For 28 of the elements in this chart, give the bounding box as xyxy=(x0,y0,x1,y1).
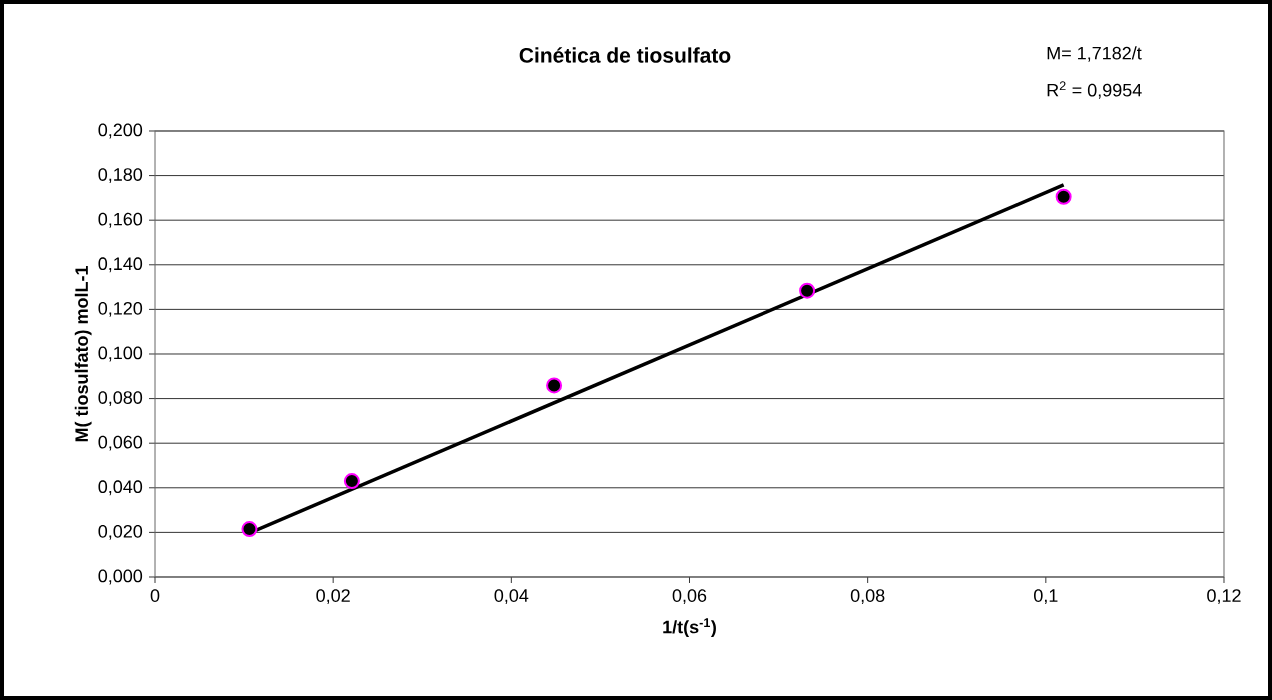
y-tick-label: 0,080 xyxy=(98,391,143,407)
y-tick-label: 0,140 xyxy=(98,257,143,273)
x-tick-label: 0,1 xyxy=(1034,589,1058,605)
y-axis-title: M( tiosulfato) molL-1 xyxy=(74,265,92,442)
point xyxy=(1055,188,1072,205)
point xyxy=(546,377,563,394)
y-tick-label: 0,200 xyxy=(98,123,143,139)
y-tick-label: 0,180 xyxy=(98,168,143,184)
y-tick-label: 0,120 xyxy=(98,301,143,317)
y-tick-label: 0,100 xyxy=(98,346,143,362)
text: M= 1,7182/t xyxy=(1047,46,1142,62)
y-tick-label: 0,160 xyxy=(98,212,143,228)
y-tick-label: 0,040 xyxy=(98,480,143,496)
x-tick-label: 0,02 xyxy=(316,589,350,605)
x-tick-label: 0,12 xyxy=(1207,589,1241,605)
point xyxy=(343,473,360,490)
x-tick-label: 0,06 xyxy=(672,589,707,605)
point xyxy=(799,282,816,299)
x-tick-label: 0,08 xyxy=(850,589,885,605)
x-axis-title: 1/t(s$^{-1}$) xyxy=(663,618,716,637)
x-tick-label: 0,04 xyxy=(494,589,529,605)
y-tick-label: 0,000 xyxy=(98,569,143,585)
x-tick-label: 0 xyxy=(150,589,160,602)
y-tick-label: 0,020 xyxy=(98,524,143,540)
chart-title: Cinética de tiosulfato xyxy=(519,47,731,63)
point xyxy=(241,521,258,538)
y-tick-label: 0,060 xyxy=(98,435,143,451)
text: R$^{2}$ = 0,9954 xyxy=(1047,81,1142,99)
